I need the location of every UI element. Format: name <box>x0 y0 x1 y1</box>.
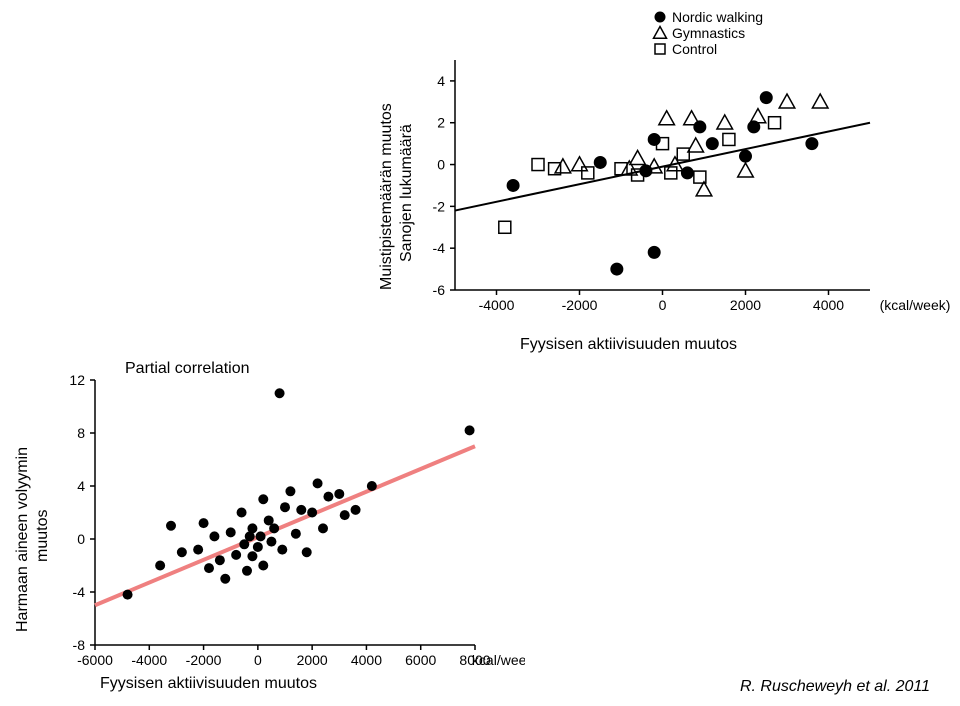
svg-text:4000: 4000 <box>813 297 844 313</box>
svg-text:2: 2 <box>437 115 445 131</box>
page-root: Muistipistemäärän muutos Sanojen lukumää… <box>0 0 960 706</box>
bottom-scatter-chart: Partial correlation -8 -4 0 4 8 12 -6000 -4000 -2… <box>45 355 525 675</box>
svg-text:6000: 6000 <box>405 652 436 668</box>
svg-text:4: 4 <box>437 73 445 89</box>
svg-text:-2000: -2000 <box>562 297 598 313</box>
svg-text:12: 12 <box>69 372 85 388</box>
bottom-chart-ylabel-1: Harmaan aineen volyymin <box>14 447 32 632</box>
top-chart-xlabel: Fyysisen aktiivisuuden muutos <box>520 336 737 354</box>
svg-text:8: 8 <box>77 425 85 441</box>
svg-text:Partial correlation: Partial correlation <box>125 360 250 377</box>
svg-text:Control: Control <box>672 41 717 57</box>
svg-text:kcal/week): kcal/week) <box>472 652 525 668</box>
top-chart-ylabel-1: Muistipistemäärän muutos <box>378 103 396 290</box>
svg-text:4: 4 <box>77 478 85 494</box>
svg-text:Nordic walking: Nordic walking <box>672 9 763 25</box>
svg-text:-6: -6 <box>433 282 446 298</box>
svg-text:-2: -2 <box>433 198 446 214</box>
svg-text:-8: -8 <box>73 637 86 653</box>
svg-text:-2000: -2000 <box>186 652 222 668</box>
bottom-chart-xlabel: Fyysisen aktiivisuuden muutos <box>100 675 317 693</box>
svg-text:0: 0 <box>77 531 85 547</box>
svg-text:-6000: -6000 <box>77 652 113 668</box>
svg-text:-4000: -4000 <box>131 652 167 668</box>
attribution-text: R. Ruscheweyh et al. 2011 <box>740 678 930 696</box>
svg-text:0: 0 <box>659 297 667 313</box>
top-scatter-chart: Nordic walkingGymnasticsControl -6 -4 -2 0 2 4… <box>410 5 960 335</box>
svg-text:2000: 2000 <box>297 652 328 668</box>
svg-text:0: 0 <box>254 652 262 668</box>
svg-text:2000: 2000 <box>730 297 761 313</box>
svg-text:-4: -4 <box>433 240 446 256</box>
svg-text:-4: -4 <box>73 584 86 600</box>
svg-text:0: 0 <box>437 157 445 173</box>
svg-text:4000: 4000 <box>351 652 382 668</box>
svg-text:Gymnastics: Gymnastics <box>672 25 745 41</box>
svg-text:-4000: -4000 <box>479 297 515 313</box>
svg-text:(kcal/week): (kcal/week) <box>880 297 951 313</box>
